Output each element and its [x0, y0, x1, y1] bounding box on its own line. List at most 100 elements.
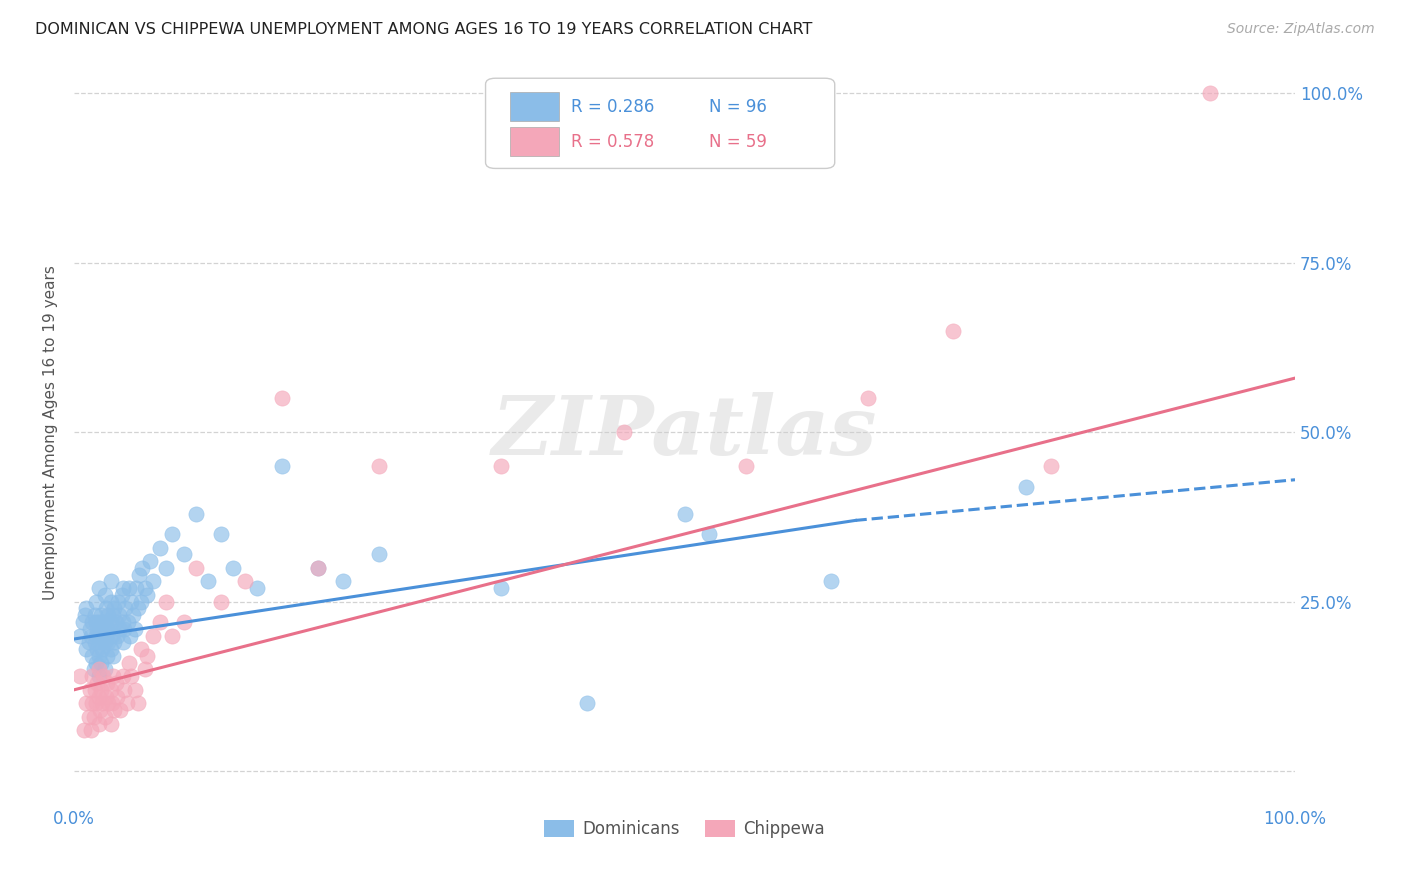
Point: [127, 697, 149, 711]
Point: [332, 574, 354, 589]
Point: [90, 682, 112, 697]
Point: [155, 595, 177, 609]
Point: [83, 635, 105, 649]
Point: [93, 615, 115, 629]
Point: [87, 581, 110, 595]
Point: [139, 554, 162, 568]
Text: R = 0.578: R = 0.578: [571, 133, 654, 151]
Point: [91, 697, 114, 711]
Text: DOMINICAN VS CHIPPEWA UNEMPLOYMENT AMONG AGES 16 TO 19 YEARS CORRELATION CHART: DOMINICAN VS CHIPPEWA UNEMPLOYMENT AMONG…: [35, 22, 813, 37]
Point: [112, 682, 135, 697]
Point: [82, 669, 104, 683]
Point: [100, 642, 122, 657]
Point: [118, 581, 141, 595]
Point: [84, 615, 107, 629]
Point: [90, 608, 112, 623]
Point: [612, 425, 634, 440]
Point: [104, 676, 127, 690]
Point: [197, 574, 219, 589]
Point: [111, 581, 134, 595]
Point: [87, 663, 110, 677]
Point: [101, 629, 124, 643]
Point: [96, 648, 118, 663]
Point: [69, 629, 91, 643]
Point: [79, 622, 101, 636]
Point: [87, 615, 110, 629]
Point: [103, 601, 125, 615]
Point: [129, 642, 152, 657]
Point: [112, 622, 135, 636]
Point: [83, 608, 105, 623]
Point: [233, 574, 256, 589]
Point: [114, 601, 136, 615]
Point: [673, 507, 696, 521]
Point: [93, 629, 115, 643]
Point: [111, 669, 134, 683]
Point: [83, 663, 105, 677]
FancyBboxPatch shape: [510, 128, 558, 156]
Point: [89, 703, 111, 717]
Point: [82, 648, 104, 663]
Point: [307, 561, 329, 575]
Point: [77, 710, 100, 724]
Point: [307, 561, 329, 575]
Point: [90, 629, 112, 643]
Point: [84, 595, 107, 609]
Point: [101, 669, 124, 683]
Point: [110, 622, 132, 636]
FancyBboxPatch shape: [485, 78, 835, 169]
Point: [160, 629, 183, 643]
Point: [82, 697, 104, 711]
Point: [368, 459, 391, 474]
Point: [121, 608, 143, 623]
Point: [121, 669, 143, 683]
Point: [160, 527, 183, 541]
Point: [148, 615, 170, 629]
Point: [94, 690, 117, 704]
Point: [100, 716, 122, 731]
Point: [575, 697, 598, 711]
Point: [173, 547, 195, 561]
Point: [90, 656, 112, 670]
Point: [111, 588, 134, 602]
Point: [104, 615, 127, 629]
Point: [186, 561, 208, 575]
Point: [93, 588, 115, 602]
Point: [136, 648, 159, 663]
Point: [115, 697, 138, 711]
Point: [72, 615, 94, 629]
Point: [87, 648, 110, 663]
Point: [80, 723, 103, 738]
Point: [87, 629, 110, 643]
Point: [100, 595, 122, 609]
Text: R = 0.286: R = 0.286: [571, 97, 654, 116]
Point: [124, 622, 146, 636]
Point: [96, 676, 118, 690]
Point: [93, 710, 115, 724]
Point: [136, 588, 159, 602]
Point: [69, 669, 91, 683]
Point: [491, 581, 513, 595]
Point: [75, 601, 97, 615]
Point: [173, 615, 195, 629]
Point: [108, 608, 131, 623]
Point: [125, 581, 148, 595]
Point: [101, 648, 124, 663]
Point: [93, 669, 115, 683]
Point: [75, 697, 97, 711]
Point: [107, 595, 129, 609]
Point: [105, 629, 128, 643]
Point: [83, 682, 105, 697]
Point: [270, 392, 292, 406]
Point: [94, 601, 117, 615]
Point: [124, 682, 146, 697]
Point: [100, 615, 122, 629]
Point: [103, 703, 125, 717]
Point: [209, 595, 232, 609]
Point: [734, 459, 756, 474]
Text: N = 59: N = 59: [709, 133, 766, 151]
Point: [111, 615, 134, 629]
Point: [110, 703, 132, 717]
Point: [84, 629, 107, 643]
Point: [111, 635, 134, 649]
